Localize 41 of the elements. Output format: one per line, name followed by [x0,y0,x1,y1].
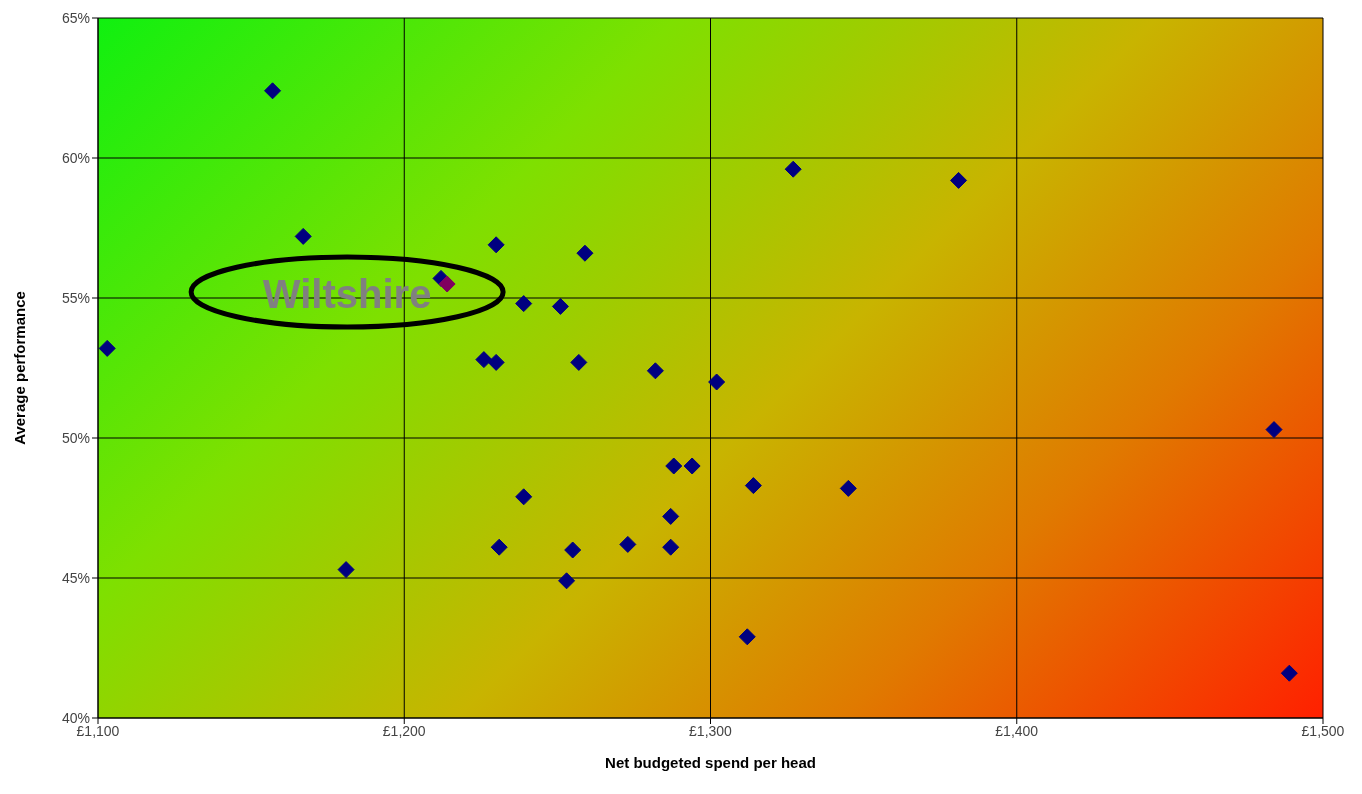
point [839,479,857,497]
point [337,561,355,579]
point [619,535,637,553]
x-tick-label: £1,400 [995,722,1039,739]
x-tick-label: £1,300 [689,722,733,739]
y-tick-label: 60% [61,149,90,166]
point [576,244,594,262]
point [683,457,701,475]
y-axis-title: Average performance [11,291,29,445]
point [1265,421,1283,439]
point [646,362,664,380]
y-tick-label: 45% [61,569,90,586]
point [708,373,726,391]
point [515,295,533,313]
x-tick-label: £1,500 [1301,722,1345,739]
x-tick-label: £1,200 [382,722,426,739]
point [264,82,282,100]
point [487,236,505,254]
point [551,297,569,315]
point [475,351,493,369]
point [662,538,680,556]
point [294,227,312,245]
point [950,171,968,189]
point [438,275,456,293]
point [784,160,802,178]
point [487,353,505,371]
point [1280,664,1298,682]
point [564,541,582,559]
point [515,488,533,506]
y-tick-label: 55% [61,289,90,306]
point [662,507,680,525]
point [738,628,756,646]
point [98,339,116,357]
point [558,572,576,590]
y-tick-label: 50% [61,429,90,446]
x-axis-title: Net budgeted spend per head [605,754,816,771]
y-tick-label: 65% [61,9,90,26]
point [744,477,762,495]
point [570,353,588,371]
point [490,538,508,556]
point [665,457,683,475]
